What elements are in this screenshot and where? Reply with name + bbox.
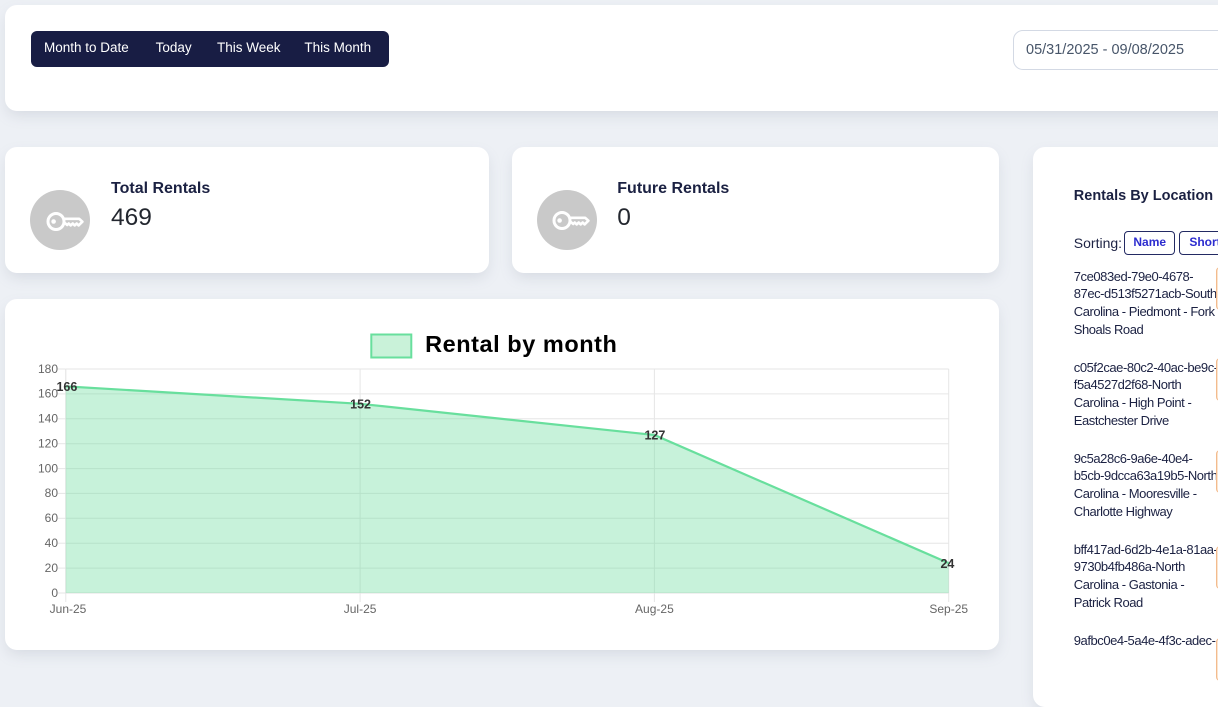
svg-text:120: 120	[38, 437, 58, 451]
svg-text:20: 20	[45, 561, 59, 575]
svg-text:140: 140	[38, 412, 58, 426]
svg-text:180: 180	[38, 362, 58, 376]
svg-text:160: 160	[38, 387, 58, 401]
svg-text:Jul-25: Jul-25	[344, 602, 377, 616]
svg-text:166: 166	[56, 380, 77, 394]
svg-text:80: 80	[45, 486, 59, 500]
svg-text:Jun-25: Jun-25	[50, 602, 87, 616]
svg-text:Rental by month: Rental by month	[425, 331, 617, 357]
svg-text:60: 60	[45, 511, 59, 525]
svg-text:0: 0	[51, 586, 58, 600]
svg-text:24: 24	[940, 557, 954, 571]
svg-text:127: 127	[644, 429, 665, 443]
svg-text:40: 40	[45, 536, 59, 550]
svg-text:100: 100	[38, 461, 58, 475]
svg-text:Sep-25: Sep-25	[929, 602, 968, 616]
svg-text:Aug-25: Aug-25	[635, 602, 674, 616]
svg-text:152: 152	[350, 398, 371, 412]
